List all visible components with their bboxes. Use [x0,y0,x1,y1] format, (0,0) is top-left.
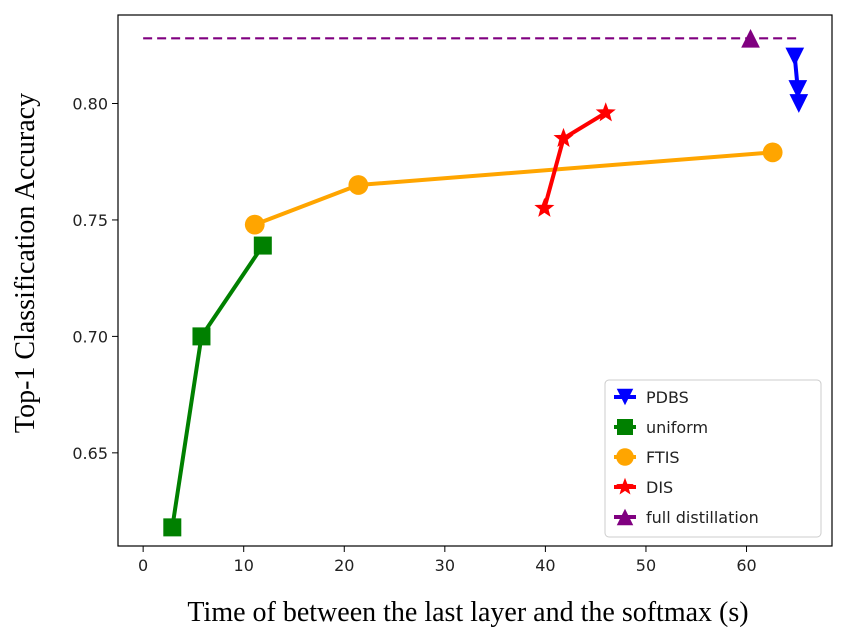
y-axis: 0.65 0.70 0.75 0.80 [72,95,118,463]
data-point-ftis [244,214,265,235]
series-line-dis [542,111,607,209]
legend-marker-uniform [617,419,633,435]
legend-label-pdbs: PDBS [646,388,689,407]
legend-marker-pdbs [616,388,634,406]
data-point-full-distillation [741,28,760,48]
legend-marker-dis [616,477,634,495]
legend-item-uniform: uniform [614,418,708,437]
series-dis [534,102,616,217]
data-point-pdbs [785,47,805,67]
x-tick-label: 30 [435,556,455,575]
legend-marker-full-distillation [616,508,634,526]
series-uniform [163,236,272,537]
data-point-dis [595,102,616,122]
legend-label-full-distillation: full distillation [646,508,759,527]
legend-label-dis: DIS [646,478,673,497]
x-tick-label: 60 [736,556,756,575]
y-tick-label: 0.70 [72,327,108,346]
x-axis-label: Time of between the last layer and the s… [187,597,748,627]
legend-item-dis: DIS [614,477,673,497]
data-point-pdbs [788,80,808,99]
plot-frame [117,14,833,547]
series-ftis [244,142,783,235]
legend-item-pdbs: PDBS [614,388,689,407]
legend-label-uniform: uniform [646,418,708,437]
legend-marker-ftis [616,448,634,466]
legend-label-ftis: FTIS [646,448,680,467]
y-tick-label: 0.65 [72,444,108,463]
x-axis: 0 10 20 30 40 50 60 [138,546,757,575]
legend-box [604,379,822,538]
series-line-ftis [254,150,773,227]
series-line-uniform [170,244,265,528]
data-point-uniform [163,518,182,537]
y-axis-label: Top-1 Classification Accuracy [10,93,41,433]
data-point-pdbs [789,94,809,113]
x-tick-label: 40 [535,556,555,575]
y-tick-label: 0.80 [72,95,108,114]
x-tick-label: 10 [234,556,254,575]
data-point-uniform [253,236,272,255]
x-tick-label: 50 [636,556,656,575]
series-full-distillation [143,28,797,48]
y-tick-label: 0.75 [72,211,108,230]
data-point-dis [553,127,574,147]
legend-item-full-distillation: full distillation [614,508,759,527]
series-pdbs [785,47,809,113]
data-point-uniform [192,327,211,346]
x-tick-label: 0 [138,556,148,575]
data-point-ftis [348,175,369,195]
legend-item-ftis: FTIS [614,448,680,467]
legend: PDBS uniform FTIS DIS full distillation [604,379,822,538]
x-tick-label: 20 [334,556,354,575]
data-point-ftis [762,142,783,163]
data-point-dis [534,197,555,217]
plot-area [143,28,809,537]
